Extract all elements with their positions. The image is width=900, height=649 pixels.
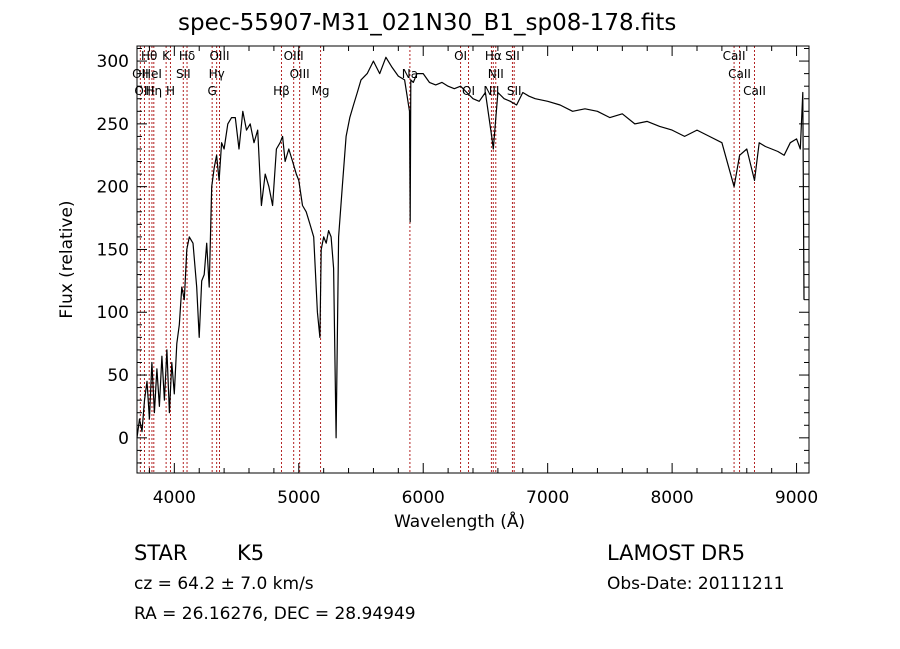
line-marker-label: OI xyxy=(462,84,475,98)
y-tick-label: 150 xyxy=(97,240,129,260)
line-marker-label: Hθ xyxy=(141,49,157,63)
y-tick-label: 0 xyxy=(118,429,129,449)
x-tick-label: 7000 xyxy=(526,488,569,508)
series-layer xyxy=(136,56,805,439)
line-marker-label: Na xyxy=(402,67,418,81)
redshift-velocity: cz = 64.2 ± 7.0 km/s xyxy=(134,574,314,594)
line-marker-label: CaII xyxy=(723,49,746,63)
y-axis-label: Flux (relative) xyxy=(57,200,77,318)
axes-layer xyxy=(136,45,810,474)
line-marker-label: OIII xyxy=(284,49,304,63)
observation-date: Obs-Date: 20111211 xyxy=(607,574,785,594)
line-marker-label: K xyxy=(162,49,171,63)
line-marker-label: Hη xyxy=(145,84,162,98)
line-marker-label: Mg xyxy=(312,84,330,98)
line-marker-label: OIII xyxy=(290,67,310,81)
x-axis-label: Wavelength (Å) xyxy=(394,512,526,532)
chart-title: spec-55907-M31_021N30_B1_sp08-178.fits xyxy=(178,10,677,36)
line-marker-label: CaII xyxy=(743,84,766,98)
line-marker-label: Hδ xyxy=(179,49,195,63)
object-subclass: K5 xyxy=(237,541,265,565)
line-marker-label: Hβ xyxy=(273,84,290,98)
object-class: STAR xyxy=(134,541,188,565)
survey-name: LAMOST DR5 xyxy=(607,541,746,565)
line-marker-label: SII xyxy=(507,84,522,98)
line-marker-label: SII xyxy=(176,67,191,81)
sky-coordinates: RA = 26.16276, DEC = 28.94949 xyxy=(134,604,416,624)
line-marker-label: G xyxy=(208,84,217,98)
x-tick-label: 5000 xyxy=(277,488,320,508)
line-marker-label: OII xyxy=(132,67,149,81)
y-tick-label: 200 xyxy=(97,178,129,198)
line-marker-label: OI xyxy=(454,49,467,63)
line-marker-label: HeI xyxy=(142,67,162,81)
y-tick-label: 50 xyxy=(107,366,129,386)
line-marker-label: Hγ xyxy=(209,67,225,81)
x-tick-label: 8000 xyxy=(650,488,693,508)
x-tick-label: 6000 xyxy=(402,488,445,508)
spectrum-line xyxy=(136,56,805,439)
line-marker-label: OIII xyxy=(134,84,154,98)
line-marker-label: CaII xyxy=(728,67,751,81)
x-tick-label: 9000 xyxy=(775,488,818,508)
line-marker-label: NII xyxy=(488,67,504,81)
line-marker-layer xyxy=(139,46,755,473)
y-tick-label: 250 xyxy=(97,115,129,135)
y-tick-label: 300 xyxy=(97,52,129,72)
x-tick-label: 4000 xyxy=(153,488,196,508)
line-marker-label: NII xyxy=(483,84,499,98)
y-tick-label: 100 xyxy=(97,303,129,323)
line-marker-label: H xyxy=(166,84,175,98)
line-marker-label: SII xyxy=(505,49,520,63)
plot-frame xyxy=(136,45,810,474)
line-marker-label: Hα xyxy=(485,49,502,63)
line-marker-label: OIII xyxy=(209,49,229,63)
